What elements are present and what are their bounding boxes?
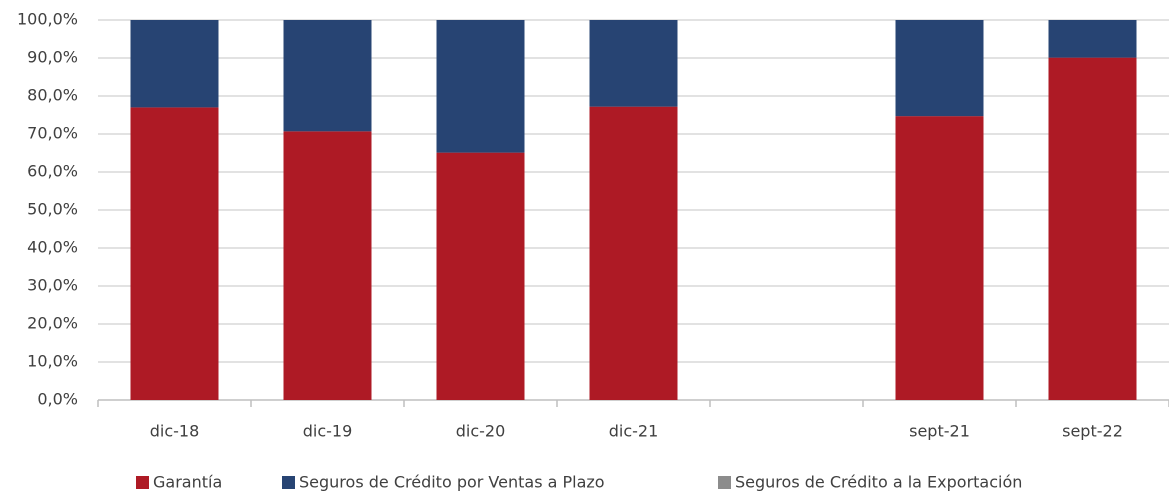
y-tick-label: 90,0%: [27, 48, 78, 67]
bar-segment: [130, 107, 219, 401]
legend-swatch: [282, 476, 295, 489]
x-tick-label: sept-22: [1062, 422, 1123, 441]
y-tick-label: 60,0%: [27, 162, 78, 181]
bar-segment: [436, 152, 525, 400]
bar-segment: [436, 20, 525, 153]
y-tick-label: 30,0%: [27, 276, 78, 295]
bar-segment: [130, 20, 219, 108]
legend-label: Seguros de Crédito por Ventas a Plazo: [299, 473, 605, 492]
bar-segment: [283, 131, 372, 400]
y-tick-label: 100,0%: [17, 10, 78, 29]
legend-swatch: [136, 476, 149, 489]
bar-segment: [895, 20, 984, 117]
x-tick-label: dic-18: [150, 422, 200, 441]
y-tick-label: 80,0%: [27, 86, 78, 105]
x-tick-label: sept-21: [909, 422, 970, 441]
legend-swatch: [718, 476, 731, 489]
bar-segment: [589, 106, 678, 400]
legend-label: Garantía: [153, 473, 222, 492]
bar-segment: [1048, 20, 1137, 58]
y-tick-label: 0,0%: [37, 390, 78, 409]
x-tick-label: dic-20: [456, 422, 506, 441]
y-tick-label: 70,0%: [27, 124, 78, 143]
bar-segment: [895, 116, 984, 400]
x-tick-label: dic-21: [609, 422, 659, 441]
legend-label: Seguros de Crédito a la Exportación: [735, 473, 1022, 492]
bar-segment: [283, 20, 372, 132]
bar-segment: [589, 20, 678, 107]
y-tick-label: 20,0%: [27, 314, 78, 333]
y-tick-label: 10,0%: [27, 352, 78, 371]
y-tick-label: 40,0%: [27, 238, 78, 257]
x-tick-label: dic-19: [303, 422, 353, 441]
bar-segment: [1048, 57, 1137, 401]
y-tick-label: 50,0%: [27, 200, 78, 219]
